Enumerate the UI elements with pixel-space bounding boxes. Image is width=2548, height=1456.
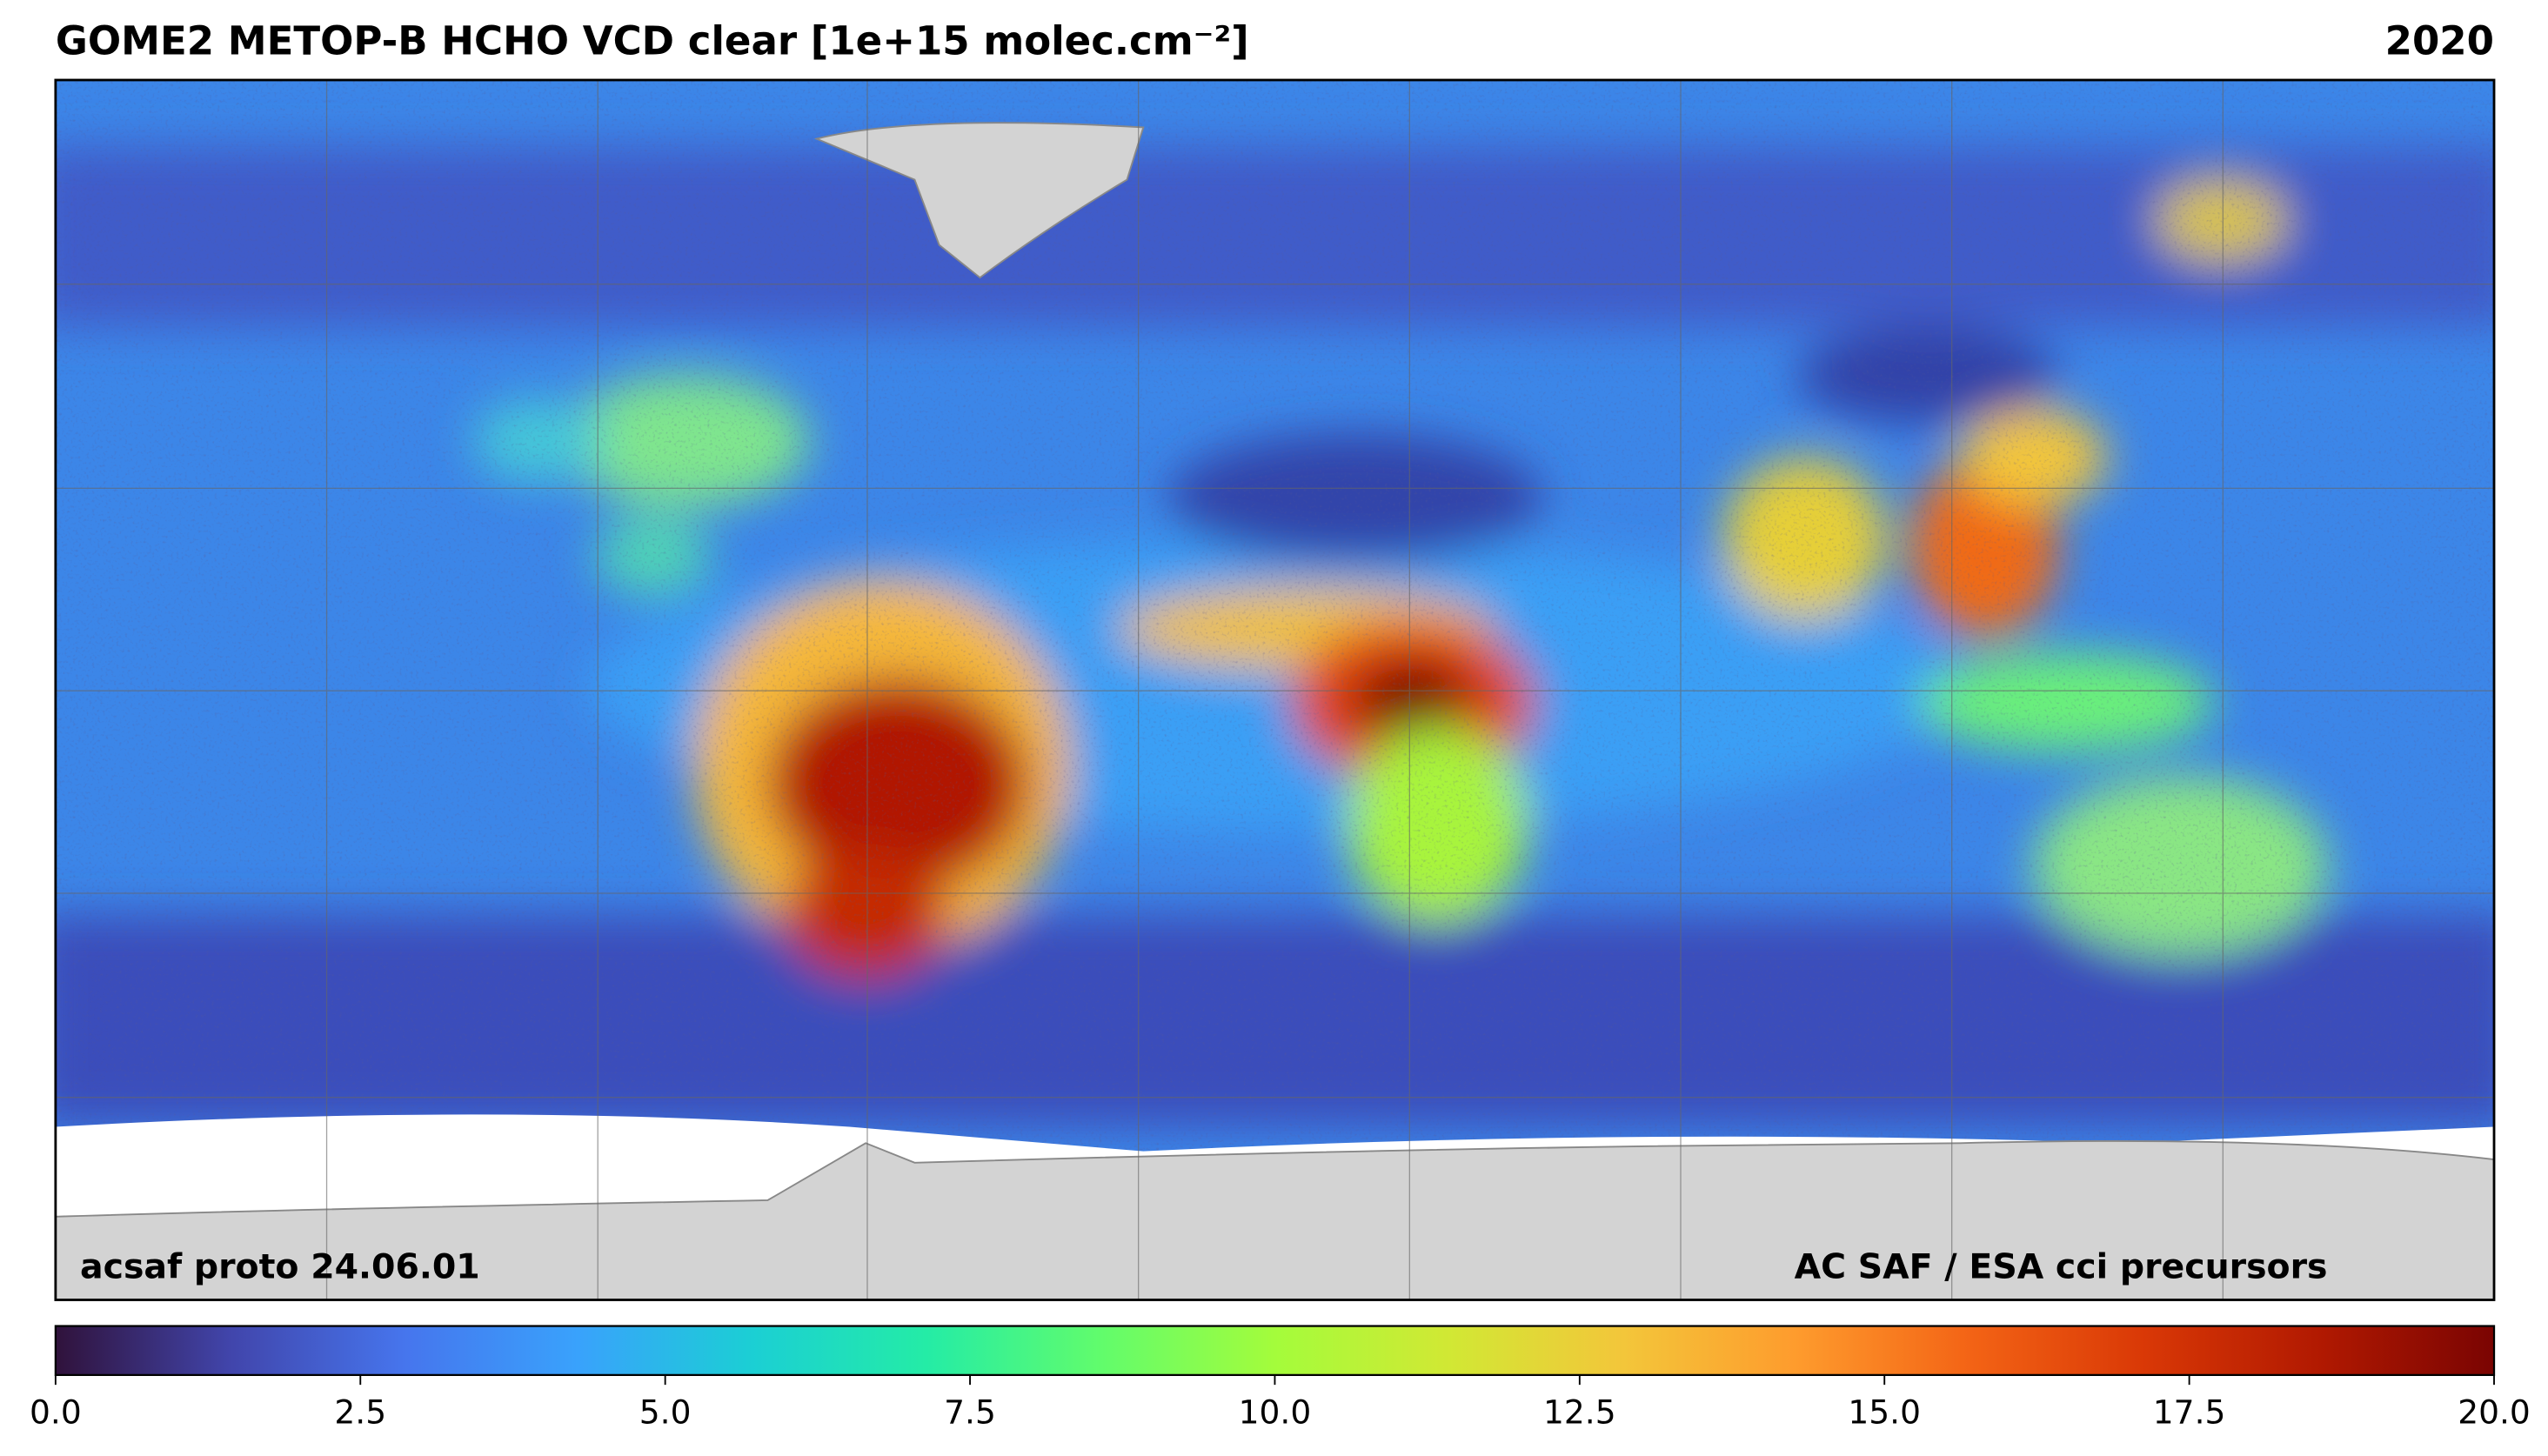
title: GOME2 METOP-B HCHO VCD clear [1e+15 mole… <box>56 18 1249 64</box>
colorbar-tick-label: 10.0 <box>1239 1393 1312 1431</box>
colorbar-tick-label: 17.5 <box>2153 1393 2226 1431</box>
colorbar-tick-label: 20.0 <box>2458 1393 2531 1431</box>
colorbar-tick-label: 2.5 <box>334 1393 386 1431</box>
colorbar-tick-label: 12.5 <box>1543 1393 1616 1431</box>
graticule <box>55 79 2495 1300</box>
colorbar-tick-label: 0.0 <box>30 1393 82 1431</box>
greenland <box>813 122 1145 279</box>
map-frame <box>54 78 2496 1301</box>
year: 2020 <box>2385 18 2494 64</box>
footer-right: AC SAF / ESA cci precursors <box>1795 1246 2328 1286</box>
footer-left: acsaf proto 24.06.01 <box>80 1246 480 1286</box>
map <box>55 79 2495 1300</box>
antarctica <box>55 1139 2495 1300</box>
colorbar-fill <box>54 1325 2496 1377</box>
colorbar-tick-label: 15.0 <box>1848 1393 1921 1431</box>
colorbar-tick-label: 5.0 <box>639 1393 692 1431</box>
colorbar: 0.0 2.5 5.0 7.5 10.0 12.5 15.0 17.5 20.0 <box>30 1325 2531 1431</box>
colorbar-tick-label: 7.5 <box>944 1393 996 1431</box>
noise-texture <box>55 79 2495 1300</box>
